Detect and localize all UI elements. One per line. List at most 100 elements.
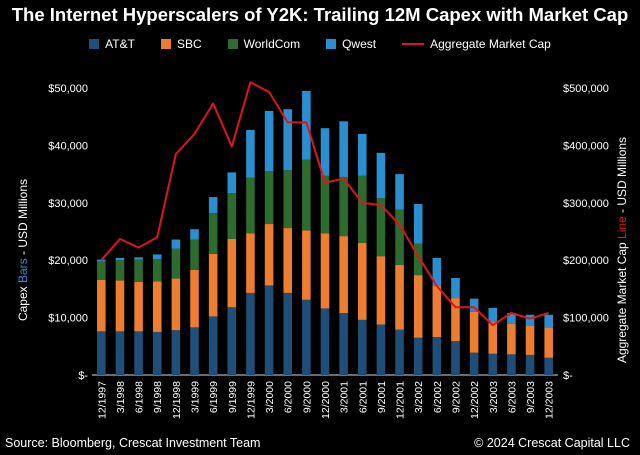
bar-segment-qwest (451, 277, 460, 299)
x-tick-label: 12/1999 (245, 381, 257, 419)
y-tick-label: $- (78, 370, 88, 382)
x-tick-label: 12/1998 (171, 381, 183, 419)
x-tick-label: 3/2000 (264, 381, 276, 413)
bar-segment-qwest (488, 307, 498, 322)
bar-segment-sbc (227, 238, 237, 308)
y-axis-right-label-suffix: - USD Millions (615, 136, 629, 217)
bar-segment-att (525, 354, 535, 375)
bar-segment-worldcom (97, 261, 106, 280)
y-tick-label: $30,000 (48, 198, 88, 210)
bar-segment-sbc (208, 253, 218, 317)
x-tick-label: 12/2000 (320, 381, 332, 419)
y-axis-left-label-highlight: Bars (16, 258, 30, 283)
bar-segment-qwest (227, 172, 237, 194)
bar-segment-worldcom (395, 209, 404, 265)
bar-segment-sbc (171, 278, 181, 331)
x-tick-label: 9/2001 (376, 381, 388, 413)
bar-segment-worldcom (134, 259, 143, 283)
bar-segment-qwest (152, 254, 162, 260)
bar-segment-sbc (395, 264, 404, 330)
bar-segment-att (357, 319, 367, 375)
bar-segment-sbc (339, 236, 348, 314)
bar-segment-qwest (190, 229, 199, 240)
x-tick-label: 9/2000 (301, 381, 313, 413)
legend-label-market-cap: Aggregate Market Cap (430, 37, 551, 51)
legend-item-sbc: SBC (160, 37, 202, 51)
legend-item-att: AT&T (89, 37, 135, 51)
bar-segment-worldcom (264, 171, 274, 225)
bar-segment-qwest (208, 197, 218, 214)
bar-segment-qwest (469, 298, 479, 312)
bar-segment-qwest (544, 314, 553, 328)
bar-segment-qwest (357, 133, 367, 176)
bar-segment-qwest (413, 203, 423, 244)
y-axis-left-label-suffix: - USD Millions (16, 178, 30, 259)
legend-swatch-worldcom (227, 39, 238, 49)
legend-label-qwest: Qwest (342, 37, 377, 51)
bar-segment-att (97, 331, 106, 375)
bar-segment-worldcom (115, 260, 125, 281)
chart-legend: AT&T SBC WorldCom Qwest Aggregate Market… (0, 37, 640, 51)
bar-segment-worldcom (227, 193, 237, 239)
legend-swatch-qwest (326, 39, 337, 49)
bar-segment-att (190, 327, 199, 375)
bar-segment-att (134, 331, 143, 375)
y-axis-right-label-highlight: Line (615, 216, 629, 239)
bar-segment-worldcom (208, 213, 218, 254)
bar-segment-att (507, 354, 516, 375)
bar-segment-sbc (134, 282, 143, 332)
bar-segment-att (376, 324, 386, 375)
bar-segment-att (302, 299, 311, 375)
bar-segment-qwest (97, 259, 106, 262)
x-tick-label: 3/2001 (339, 381, 351, 413)
copyright-note: © 2024 Crescat Capital LLC (474, 436, 630, 450)
x-tick-label: 3/1999 (190, 381, 202, 413)
bar-segment-sbc (451, 298, 460, 342)
legend-swatch-sbc (160, 39, 171, 49)
x-tick-label: 12/2001 (395, 381, 407, 419)
y-tick-label: $10,000 (48, 313, 88, 325)
bar-segment-qwest (507, 313, 516, 324)
bar-segment-qwest (264, 110, 274, 172)
bar-segment-qwest (395, 174, 404, 210)
x-tick-label: 6/1998 (134, 381, 146, 413)
legend-item-worldcom: WorldCom (227, 37, 300, 51)
bar-segment-qwest (171, 239, 181, 249)
y2-tick-label: $- (563, 370, 573, 382)
bar-segment-att (171, 330, 181, 375)
bar-segment-sbc (97, 279, 106, 332)
source-note: Source: Bloomberg, Crescat Investment Te… (5, 436, 261, 450)
y2-tick-label: $500,000 (563, 83, 609, 95)
y2-tick-label: $400,000 (563, 140, 609, 152)
chart-title: The Internet Hyperscalers of Y2K: Traili… (11, 4, 629, 25)
x-tick-label: 12/2003 (544, 381, 556, 419)
x-tick-label: 3/1998 (115, 381, 127, 413)
bar-segment-sbc (413, 275, 423, 338)
x-tick-label: 12/2002 (469, 381, 481, 419)
x-tick-label: 6/2002 (432, 381, 444, 413)
bar-segment-sbc (525, 325, 535, 355)
x-tick-label: 3/2003 (488, 381, 500, 413)
y-axis-right-label: Aggregate Market Cap Line - USD Millions (615, 137, 629, 363)
legend-item-qwest: Qwest (326, 37, 376, 51)
bar-segment-att (320, 308, 330, 375)
x-tick-label: 6/1999 (208, 381, 220, 413)
bar-segment-att (339, 313, 348, 375)
bar-segment-att (227, 307, 237, 375)
legend-item-market-cap: Aggregate Market Cap (402, 37, 551, 51)
bar-segment-worldcom (357, 175, 367, 243)
bar-segment-worldcom (302, 159, 311, 231)
bar-segment-worldcom (190, 239, 199, 270)
bar-segment-worldcom (413, 243, 423, 276)
bar-segment-qwest (339, 121, 348, 177)
bar-segment-att (544, 357, 553, 375)
y2-tick-label: $300,000 (563, 198, 609, 210)
bar-segment-qwest (525, 314, 535, 326)
bar-segment-qwest (283, 109, 293, 171)
bar-segment-sbc (190, 269, 199, 328)
x-tick-label: 6/2000 (283, 381, 295, 413)
bar-segment-att (115, 331, 125, 375)
bar-segment-worldcom (171, 248, 181, 279)
bar-segment-att (208, 316, 218, 375)
bar-segment-att (432, 337, 442, 375)
